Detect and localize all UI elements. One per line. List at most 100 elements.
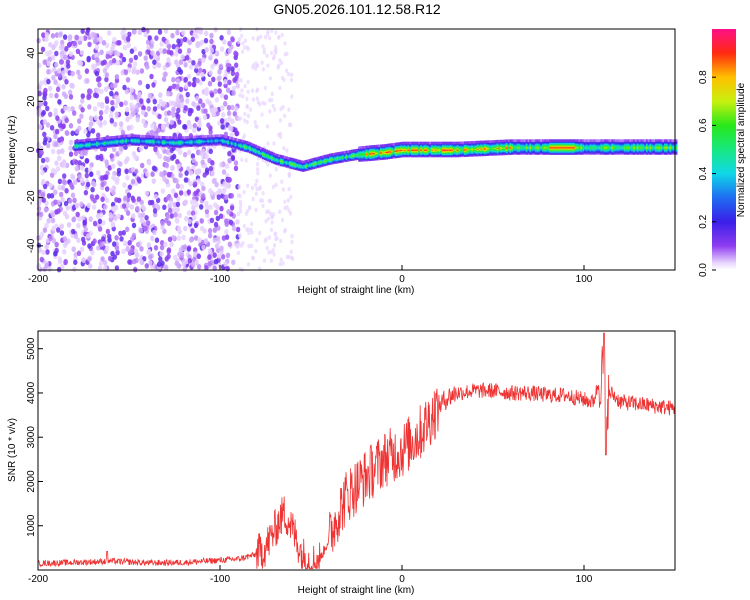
spectrogram-ridge-cell [574,139,578,142]
spectrogram-cell [65,205,70,211]
spectrogram-ridge-cell [485,140,489,143]
spectrogram-cell [92,106,98,112]
spectrogram-cell [256,37,260,42]
spectrogram-cell [178,69,184,75]
spectrogram-cell [46,193,52,199]
spectrogram-cell [209,47,215,54]
spectrogram-cell [268,109,272,114]
spectrogram-cell [94,44,100,51]
spectrogram-cell [239,116,243,121]
spectrogram-cell [177,212,182,219]
spectrogram-cell [219,35,224,41]
spectrogram-cell [79,49,85,56]
spectrogram-ridge-cell [311,158,314,161]
spectrogram-cell [39,256,44,263]
spectrogram-ridge-cell [314,157,317,160]
spectrogram-ridge-cell [518,139,521,142]
spectrogram-cell [194,67,199,74]
spectrogram-cell [82,219,87,226]
spectrogram-cell [107,233,112,240]
spectrogram-cell [68,145,73,151]
spectrogram-cell [154,202,160,209]
spectrogram-ridge-cell [456,141,459,145]
spectrogram-cell [226,87,231,93]
spectrogram-ridge-cell [181,136,185,139]
spectrogram-cell [158,256,163,262]
spectrogram-cell [283,199,287,204]
spectrogram-ridge-cell [447,141,450,145]
spectrogram-cell [146,39,151,45]
spectrogram-cell [136,176,141,183]
spectrogram-cell [61,173,67,179]
spectrogram-cell [178,149,183,155]
spectrogram-cell [153,146,158,153]
spectrogram-cell [215,235,221,242]
spectrogram-cell [204,153,209,160]
spectrogram-cell [64,117,69,124]
spectrogram-cell [177,48,183,54]
spectrogram-cell [250,88,255,93]
spectrogram-cell [43,100,48,107]
spectrogram-cell [221,235,227,241]
spectrogram-cell [53,79,58,85]
spectrogram-ridge-cell [276,154,279,157]
spectrogram-cell [103,86,109,92]
spectrogram-cell [109,153,114,159]
spectrogram-cell [101,220,106,226]
spectrogram-cell [120,30,125,36]
spectrogram-cell [178,59,184,65]
spectrogram-cell [84,68,90,74]
spectrogram-cell [207,100,213,106]
spectrogram-cell [266,63,270,68]
spectrogram-cell [63,258,68,265]
spectrogram-cell [201,57,206,63]
spectrogram-cell [165,39,170,45]
spectrogram-cell [53,107,58,114]
spectrogram-ridge-cell [347,150,350,153]
spectrogram-cell [198,67,203,74]
spectrogram-cell [173,212,178,218]
spectrogram-cell [254,191,258,196]
spectrogram-ridge-cell [383,144,387,147]
spectrogram-cell [113,121,118,128]
spectrogram-ridge-cell [478,140,481,144]
spectrogram-cell [150,123,155,129]
spectrogram-cell [216,194,221,200]
spectrogram-cell [66,222,72,228]
spectrogram-cell [179,97,185,103]
spectrogram-cell [244,158,248,163]
spectrogram-ridge-cell [531,139,534,142]
spectrogram-cell [234,130,239,137]
spectrogram-cell [59,161,64,168]
spectrogram-cell [192,127,197,134]
spectrogram-ridge-cell [136,134,139,138]
spectrogram-cell [111,190,116,196]
spectrogram-cell [245,227,249,232]
spectrogram-ridge-cell [234,138,237,141]
spectrogram-cell [128,57,134,64]
spectrogram-cell [40,46,46,53]
spectrogram-cell [227,158,232,164]
spectrogram-cell [163,241,168,248]
spectrogram-ridge-cell [232,137,236,141]
spectrogram-cell [230,155,236,162]
spectrogram-cell [167,236,173,243]
spectrogram-ridge-cell [502,139,505,143]
spectrogram-cell [251,97,256,102]
spectrogram-ridge-cell [544,139,547,142]
spectrogram-cell [147,35,152,41]
spectrogram-ridge-cell [431,141,434,145]
spectrogram-ridge-cell [89,138,92,142]
spectrogram-cell [194,259,199,266]
spectrogram-cell [120,69,125,76]
spectrogram-cell [104,197,110,204]
spectrogram-cell [98,110,104,116]
spectrogram-ridge-cell [385,143,388,147]
spectrogram-cell [251,255,255,261]
spectrogram-ridge-cell [407,141,410,145]
spectrogram-ridge-cell [281,155,285,158]
spectrogram-cell [102,59,107,65]
spectrogram-cell [186,189,191,195]
spectrogram-cell [245,119,249,125]
spectrogram-cell [223,94,229,100]
